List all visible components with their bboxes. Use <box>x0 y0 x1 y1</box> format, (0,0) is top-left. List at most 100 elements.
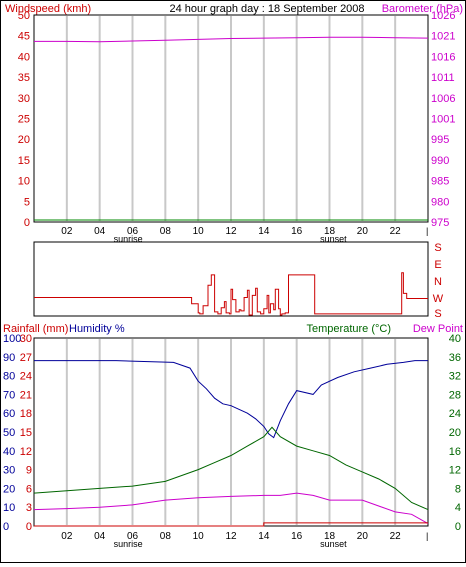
time-tick-bottom-02: 02 <box>61 531 73 542</box>
time-tick-top-18: 18 <box>324 226 336 237</box>
baro-axis-tick-1006: 1006 <box>431 93 455 105</box>
temp-axis-tick-24: 24 <box>449 408 461 420</box>
humidity-axis-tick-60: 60 <box>3 408 15 420</box>
wind-axis-tick-15: 15 <box>18 155 30 167</box>
baro-axis-tick-985: 985 <box>431 176 449 188</box>
sunrise-label-bottom: sunrise <box>114 539 143 549</box>
page-title: 24 hour graph day : 18 September 2008 <box>169 3 364 15</box>
temp-axis-tick-28: 28 <box>449 389 461 401</box>
dew-point-series-line <box>33 492 429 525</box>
wind-axis-tick-45: 45 <box>18 31 30 43</box>
dir-label-s-bottom: S <box>434 308 441 320</box>
dir-label-s-top: S <box>434 242 441 254</box>
rain-axis-tick-24: 24 <box>20 371 32 383</box>
chart-dynamic-layer: 0202040406060808101012121414161618182020… <box>3 10 461 549</box>
sunrise-label-top: sunrise <box>114 234 143 244</box>
humidity-axis-tick-50: 50 <box>3 427 15 439</box>
time-tick-bottom-22: 22 <box>390 531 402 542</box>
temp-axis-tick-8: 8 <box>455 483 461 495</box>
temperature-label: Temperature (°C) <box>307 323 391 335</box>
time-end-tick-top: | <box>426 226 428 236</box>
barometer-series-line <box>34 36 429 43</box>
time-tick-top-10: 10 <box>193 226 205 237</box>
time-tick-bottom-20: 20 <box>357 531 369 542</box>
temp-axis-tick-16: 16 <box>449 446 461 458</box>
humidity-axis-tick-0: 0 <box>3 521 9 533</box>
baro-axis-tick-990: 990 <box>431 155 449 167</box>
baro-axis-tick-980: 980 <box>431 196 449 208</box>
time-tick-top-16: 16 <box>291 226 303 237</box>
temp-axis-tick-32: 32 <box>449 371 461 383</box>
time-end-tick-bottom: | <box>426 531 428 541</box>
humidity-axis-tick-70: 70 <box>3 389 15 401</box>
rain-axis-tick-15: 15 <box>20 427 32 439</box>
top-plot-area <box>33 14 429 223</box>
rain-axis-tick-18: 18 <box>20 408 32 420</box>
time-tick-bottom-16: 16 <box>291 531 303 542</box>
temp-axis-tick-20: 20 <box>449 427 461 439</box>
time-tick-top-04: 04 <box>94 226 106 237</box>
sunset-label-top: sunset <box>320 234 347 244</box>
time-tick-bottom-14: 14 <box>258 531 270 542</box>
time-tick-top-14: 14 <box>258 226 270 237</box>
baro-axis-tick-1011: 1011 <box>431 72 455 84</box>
baro-axis-tick-1026: 1026 <box>431 10 455 22</box>
time-tick-top-12: 12 <box>225 226 237 237</box>
rain-axis-tick-0: 0 <box>26 521 32 533</box>
rain-axis-tick-27: 27 <box>20 352 32 364</box>
barometer-label: Barometer (hPa) <box>382 3 463 15</box>
wind-axis-tick-25: 25 <box>18 114 30 126</box>
temp-axis-tick-40: 40 <box>449 333 461 345</box>
humidity-series-line <box>34 360 428 439</box>
time-tick-top-08: 08 <box>160 226 172 237</box>
rain-axis-tick-9: 9 <box>26 465 32 477</box>
dir-label-n: N <box>434 276 442 288</box>
rain-axis-tick-12: 12 <box>20 446 32 458</box>
dir-label-e: E <box>434 259 441 271</box>
time-tick-top-20: 20 <box>357 226 369 237</box>
rain-axis-tick-30: 30 <box>20 333 32 345</box>
time-tick-top-06: 06 <box>127 226 139 237</box>
rain-axis-tick-6: 6 <box>26 483 32 495</box>
dir-label-w: W <box>433 293 444 305</box>
temp-axis-tick-36: 36 <box>449 352 461 364</box>
wind-axis-tick-20: 20 <box>18 134 30 146</box>
humidity-axis-tick-30: 30 <box>3 465 15 477</box>
temperature-c-series-line <box>33 426 429 511</box>
time-tick-bottom-08: 08 <box>160 531 172 542</box>
baro-axis-tick-1021: 1021 <box>431 31 455 43</box>
humidity-axis-tick-10: 10 <box>3 502 15 514</box>
windspeed-label: Windspeed (kmh) <box>5 3 91 15</box>
wind-axis-tick-0: 0 <box>24 217 30 229</box>
time-tick-bottom-10: 10 <box>193 531 205 542</box>
humidity-label: Humidity % <box>69 323 125 335</box>
baro-axis-tick-975: 975 <box>431 217 449 229</box>
humidity-axis-tick-20: 20 <box>3 483 15 495</box>
baro-axis-tick-1001: 1001 <box>431 114 455 126</box>
baro-axis-tick-1016: 1016 <box>431 51 455 63</box>
humidity-axis-tick-80: 80 <box>3 371 15 383</box>
rain-axis-tick-3: 3 <box>26 502 32 514</box>
humidity-axis-tick-100: 100 <box>3 333 21 345</box>
wind-axis-tick-40: 40 <box>18 51 30 63</box>
direction-plot-area <box>33 241 429 317</box>
dewpoint-label: Dew Point <box>413 323 463 335</box>
wind-axis-tick-50: 50 <box>18 10 30 22</box>
temp-axis-tick-4: 4 <box>455 502 461 514</box>
rainfall-mm-series-line <box>34 522 428 527</box>
sunset-label-bottom: sunset <box>320 539 347 549</box>
wind-axis-tick-5: 5 <box>24 196 30 208</box>
rainfall-label: Rainfall (mm) <box>3 323 68 335</box>
time-tick-bottom-18: 18 <box>324 531 336 542</box>
time-tick-top-22: 22 <box>390 226 402 237</box>
rain-axis-tick-21: 21 <box>20 389 32 401</box>
time-tick-top-02: 02 <box>61 226 73 237</box>
wind-direction-series-line <box>34 272 428 316</box>
humidity-axis-tick-90: 90 <box>3 352 15 364</box>
temp-axis-tick-12: 12 <box>449 465 461 477</box>
wind-axis-tick-10: 10 <box>18 176 30 188</box>
humidity-axis-tick-40: 40 <box>3 446 15 458</box>
wind-axis-tick-35: 35 <box>18 72 30 84</box>
